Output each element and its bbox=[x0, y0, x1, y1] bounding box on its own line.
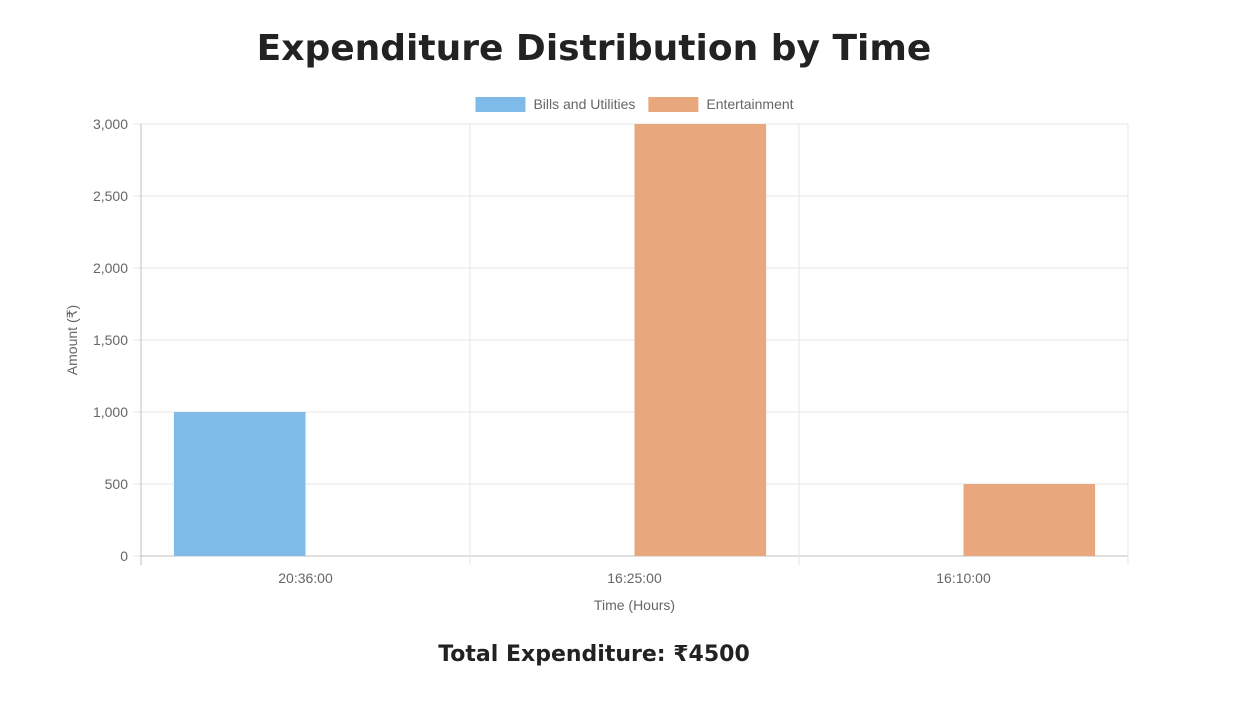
legend-item-entertainment[interactable]: Entertainment bbox=[648, 96, 794, 112]
legend-item-bills-and-utilities[interactable]: Bills and Utilities bbox=[475, 96, 635, 112]
y-tick-label: 1,500 bbox=[93, 332, 128, 348]
y-tick-label: 1,000 bbox=[93, 404, 128, 420]
legend-swatch bbox=[648, 97, 699, 112]
bar-chart: 0 500 1,000 1,500 2,000 2,500 3,000 20:36:00 16:… bbox=[64, 96, 1129, 613]
y-tick-label: 2,500 bbox=[93, 188, 128, 204]
bar-entertainment-1[interactable] bbox=[634, 124, 767, 556]
total-expenditure: Total Expenditure: ₹4500 bbox=[438, 642, 750, 667]
y-tick-label: 500 bbox=[105, 476, 129, 492]
y-tick-label: 3,000 bbox=[93, 116, 128, 132]
x-tick-label: 16:10:00 bbox=[936, 570, 991, 586]
x-axis-title: Time (Hours) bbox=[594, 597, 675, 613]
legend-swatch bbox=[475, 97, 526, 112]
y-tick-label: 2,000 bbox=[93, 260, 128, 276]
bar-bills-and-utilities-0[interactable] bbox=[173, 412, 306, 556]
bar-entertainment-2[interactable] bbox=[963, 484, 1096, 556]
x-tick-label: 20:36:00 bbox=[278, 570, 333, 586]
page-title: Expenditure Distribution by Time bbox=[256, 28, 932, 69]
chart-legend[interactable]: Bills and Utilities Entertainment bbox=[475, 96, 794, 112]
legend-label: Entertainment bbox=[706, 96, 793, 112]
chart-axes: 0 500 1,000 1,500 2,000 2,500 3,000 20:36:00 16:… bbox=[64, 116, 991, 613]
y-tick-label: 0 bbox=[120, 548, 128, 564]
y-axis-title: Amount (₹) bbox=[64, 305, 80, 375]
legend-label: Bills and Utilities bbox=[533, 96, 635, 112]
x-tick-label: 16:25:00 bbox=[607, 570, 662, 586]
chart-bars bbox=[173, 124, 1096, 556]
